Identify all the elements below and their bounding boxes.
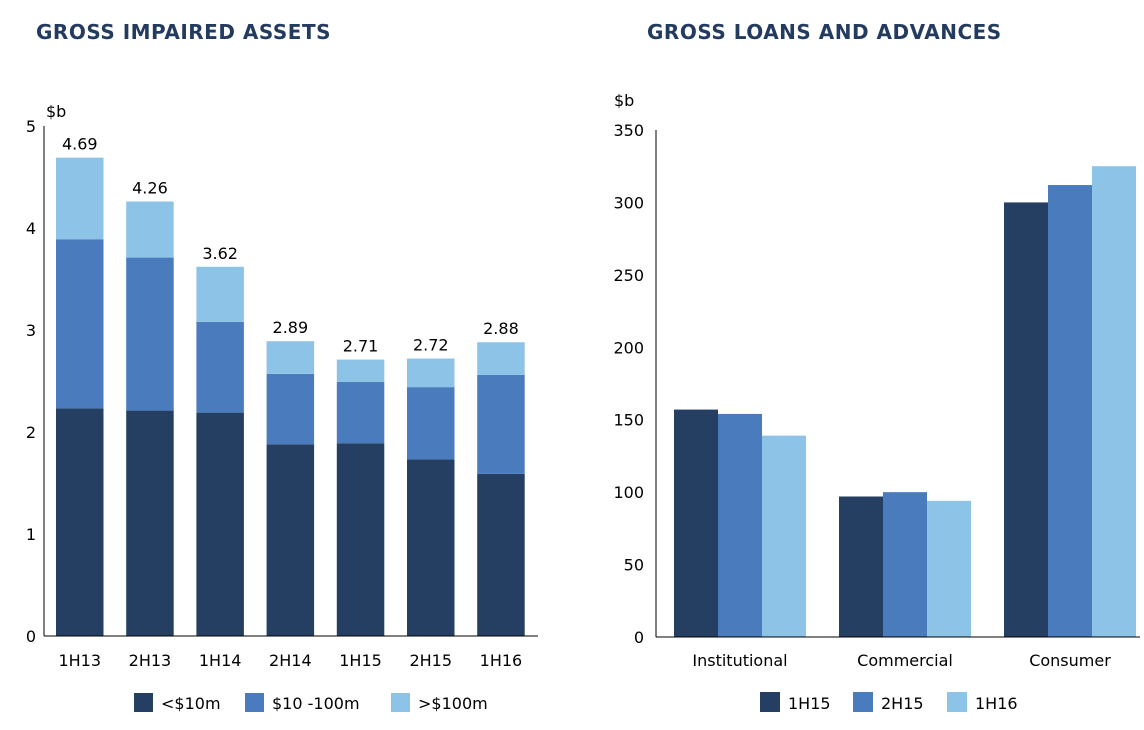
y-tick-label: 5: [26, 117, 36, 136]
y-tick-label: 4: [26, 219, 36, 238]
x-tick-label-commercial: Commercial: [857, 651, 953, 670]
bar-commercial-1h16: [927, 500, 971, 637]
y-tick-label: 0: [634, 628, 644, 647]
bar-1h14-10m: [196, 412, 244, 636]
bar-1h13-10m: [56, 408, 104, 636]
bar-1h16-10-100m: [477, 374, 525, 474]
legend-swatch-100m: [391, 693, 410, 712]
x-tick-label-2h13: 2H13: [129, 651, 172, 670]
y-tick-label: 1: [26, 525, 36, 544]
bar-2h13-10m: [126, 410, 174, 636]
bar-1h15-100m: [336, 359, 385, 383]
bar-1h14-100m: [196, 266, 244, 322]
bar-commercial-1h15: [839, 496, 883, 637]
bar-2h15-10m: [407, 459, 455, 636]
bar-1h13-10-100m: [56, 239, 104, 409]
y-axis-unit-label: $b: [614, 91, 634, 110]
bar-1h15-10-100m: [336, 382, 385, 444]
legend-label-100m: >$100m: [418, 694, 488, 713]
legend-swatch-10-100m: [245, 693, 264, 712]
x-tick-label-2h15: 2H15: [409, 651, 452, 670]
data-label-2h13: 4.26: [132, 178, 168, 197]
legend-label-1h16: 1H16: [975, 694, 1018, 713]
bar-commercial-2h15: [883, 492, 927, 637]
bar-1h15-10m: [336, 443, 385, 636]
y-tick-label: 200: [613, 338, 644, 357]
y-tick-label: 250: [613, 266, 644, 285]
y-tick-label: 3: [26, 321, 36, 340]
bar-consumer-2h15: [1048, 185, 1092, 637]
y-tick-label: 100: [613, 483, 644, 502]
y-tick-label: 2: [26, 423, 36, 442]
bar-2h14-10m: [266, 444, 315, 636]
bar-2h13-10-100m: [126, 257, 174, 411]
data-label-1h14: 3.62: [202, 244, 238, 263]
y-tick-label: 350: [613, 121, 644, 140]
data-label-1h16: 2.88: [483, 319, 519, 338]
x-tick-label-consumer: Consumer: [1029, 651, 1111, 670]
legend-swatch-1h15: [760, 692, 780, 712]
bar-2h15-100m: [407, 358, 455, 388]
legend-label-10-100m: $10 -100m: [272, 694, 360, 713]
y-tick-label: 50: [624, 556, 644, 575]
bar-consumer-1h15: [1004, 202, 1048, 637]
bar-institutional-2h15: [718, 413, 762, 637]
data-label-1h13: 4.69: [62, 135, 98, 154]
data-label-1h15: 2.71: [343, 337, 379, 356]
y-tick-label: 0: [26, 627, 36, 646]
legend-swatch-10m: [134, 693, 153, 712]
x-tick-label-1h16: 1H16: [480, 651, 523, 670]
bar-1h13-100m: [56, 157, 104, 240]
data-label-2h15: 2.72: [413, 336, 449, 355]
chart-title-gross-impaired-assets: GROSS IMPAIRED ASSETS: [36, 20, 332, 44]
legend-label-10m: <$10m: [161, 694, 221, 713]
legend-label-2h15: 2H15: [881, 694, 924, 713]
legend-swatch-2h15: [853, 692, 873, 712]
data-label-2h14: 2.89: [273, 318, 309, 337]
bar-1h16-10m: [477, 473, 525, 636]
bar-institutional-1h15: [674, 409, 718, 637]
bar-2h14-10-100m: [266, 373, 315, 445]
legend-swatch-1h16: [947, 692, 967, 712]
bar-institutional-1h16: [762, 435, 806, 637]
bar-2h14-100m: [266, 341, 315, 374]
legend-label-1h15: 1H15: [788, 694, 831, 713]
bar-1h14-10-100m: [196, 321, 244, 413]
x-tick-label-1h14: 1H14: [199, 651, 242, 670]
x-tick-label-2h14: 2H14: [269, 651, 312, 670]
bar-2h13-100m: [126, 201, 174, 258]
y-tick-label: 300: [613, 193, 644, 212]
x-tick-label-institutional: Institutional: [692, 651, 787, 670]
y-axis-unit-label: $b: [46, 102, 66, 121]
x-tick-label-1h15: 1H15: [339, 651, 382, 670]
x-tick-label-1h13: 1H13: [58, 651, 101, 670]
bar-2h15-10-100m: [407, 387, 455, 460]
bar-consumer-1h16: [1092, 166, 1136, 637]
chart-title-gross-loans-and-advances: GROSS LOANS AND ADVANCES: [647, 20, 1002, 44]
bar-1h16-100m: [477, 342, 525, 375]
y-tick-label: 150: [613, 411, 644, 430]
